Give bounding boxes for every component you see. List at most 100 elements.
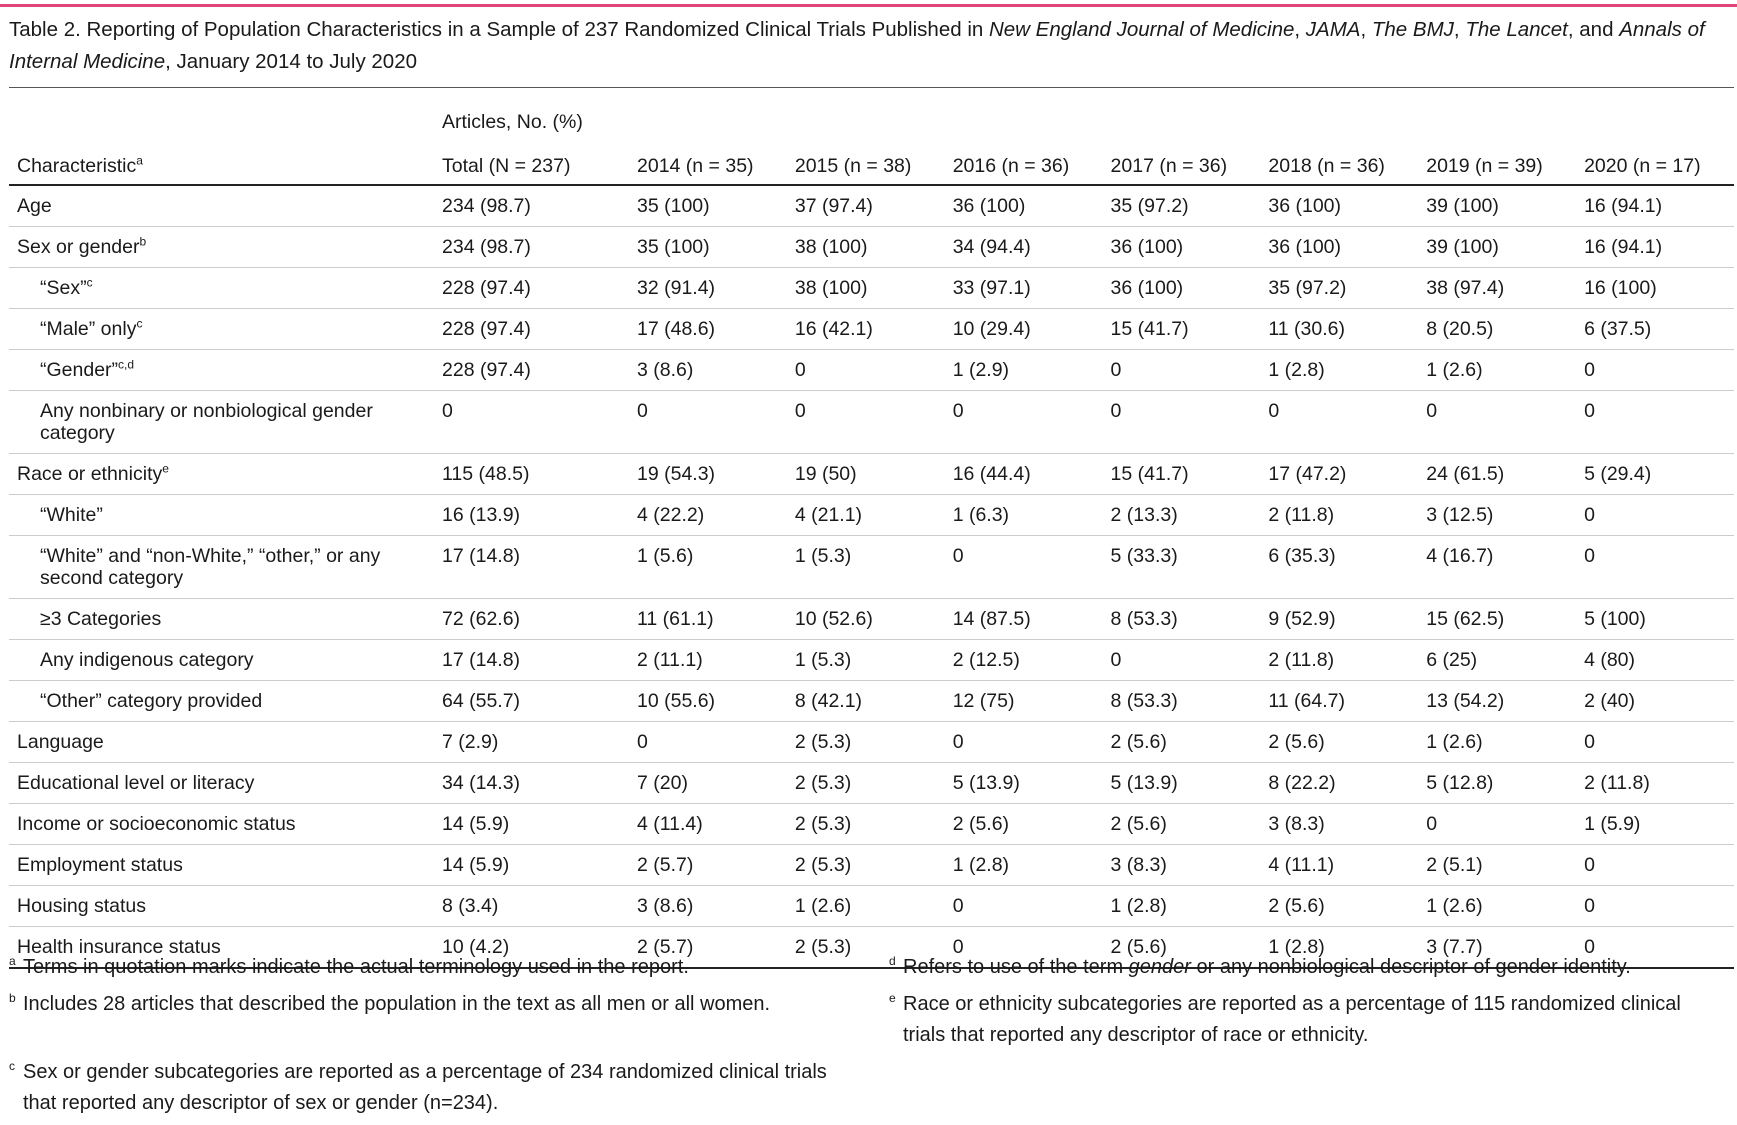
cell: 2 (40) [1584, 690, 1636, 712]
cell: 1 (5.3) [794, 545, 852, 567]
row-label-text: Any indigenous category [40, 649, 254, 671]
row-label-text: “White” [40, 504, 103, 526]
cell: 2 (5.6) [1110, 731, 1167, 753]
cell: 0 [637, 731, 648, 753]
cell: 6 (35.3) [1268, 545, 1336, 567]
cell: 64 (55.7) [442, 690, 521, 712]
cell: 0 [952, 895, 964, 917]
footnote-ref: e [162, 461, 169, 476]
cell: 3 (8.6) [637, 895, 694, 917]
cell: 0 [1110, 400, 1122, 422]
cell: 0 [442, 400, 453, 422]
table-row: Any indigenous category 17 (14.8) 2 (11.1)… [9, 640, 1734, 681]
cell: 5 (100) [1584, 608, 1646, 630]
title-part: Table 2. Reporting of Population Charact… [9, 18, 989, 41]
cell: 0 [637, 400, 648, 422]
cell: 0 [1584, 359, 1595, 381]
table-row: “Gender”c,d 228 (97.4) 3 (8.6) 0 1 (2.9) 0 1 (… [9, 350, 1734, 391]
cell: 17 (14.8) [442, 649, 521, 671]
cell: 9 (52.9) [1268, 608, 1336, 630]
cell: 0 [794, 359, 806, 381]
cell: 1 (5.6) [637, 545, 694, 567]
footnote-text-part: or any nonbiological descriptor of gende… [1190, 956, 1631, 978]
cell: 2 (5.3) [794, 772, 852, 794]
cell: 228 (97.4) [442, 277, 531, 299]
cell: 12 (75) [952, 690, 1015, 712]
row-label: Any indigenous category [9, 640, 434, 681]
cell: 1 (2.6) [1426, 359, 1483, 381]
cell: 4 (11.1) [1268, 854, 1335, 876]
cell: 0 [952, 545, 964, 567]
row-label: Educational level or literacy [9, 763, 434, 804]
title-part: Annals of Internal Medicine [9, 18, 1705, 73]
cell: 35 (100) [637, 236, 710, 258]
cell: 234 (98.7) [442, 195, 531, 217]
row-label: “Male” onlyc [9, 309, 434, 350]
cell: 4 (80) [1584, 649, 1636, 671]
cell: 2 (5.3) [794, 936, 852, 958]
table-row: Language 7 (2.9) 0 2 (5.3) 0 2 (5.6) 2 (5.6) 1 … [9, 722, 1734, 763]
cell: 35 (100) [637, 195, 710, 217]
cell: 0 [952, 400, 964, 422]
cell: 34 (14.3) [442, 772, 521, 794]
cell: 0 [1584, 504, 1595, 526]
cell: 15 (62.5) [1426, 608, 1505, 630]
cell: 11 (30.6) [1268, 318, 1345, 340]
cell: 32 (91.4) [637, 277, 716, 299]
row-label: ≥3 Categories [9, 599, 434, 640]
cell: 36 (100) [1268, 236, 1342, 258]
table-row: ≥3 Categories 72 (62.6) 11 (61.1) 10 (52.6)… [9, 599, 1734, 640]
row-label-text: Income or socioeconomic status [17, 813, 296, 835]
cell: 1 (2.8) [1110, 895, 1167, 917]
table-row: Income or socioeconomic status 14 (5.9) 4 … [9, 804, 1734, 845]
cell: 5 (13.9) [1110, 772, 1178, 794]
accent-bar [0, 4, 1737, 7]
footnote-text-part: gender [1128, 956, 1191, 978]
cell: 234 (98.7) [442, 236, 531, 258]
cell: 15 (41.7) [1110, 463, 1189, 485]
cell: 39 (100) [1426, 195, 1499, 217]
footnote-text: Sex or gender subcategories are reported… [23, 1061, 827, 1114]
header-row: Total (N = 237) 2014 (n = 35) 2015 (n = 38… [9, 140, 1734, 185]
footnote-text-part: Includes 28 articles that described the … [23, 993, 771, 1015]
footnote-ref: c [86, 275, 93, 290]
cell: 1 (2.6) [794, 895, 852, 917]
cell: 0 [1426, 400, 1438, 422]
cell: 2 (5.1) [1426, 854, 1483, 876]
cell: 16 (42.1) [794, 318, 873, 340]
cell: 2 (5.6) [1268, 731, 1325, 753]
cell: 0 [1426, 813, 1438, 835]
cell: 8 (42.1) [794, 690, 863, 712]
column-header: 2019 (n = 39) [1426, 155, 1543, 177]
row-label-text: “Other” category provided [40, 690, 263, 712]
row-label: Housing status [9, 886, 434, 927]
table-row: Race or ethnicitye 115 (48.5) 19 (54.3) 19 … [9, 454, 1734, 495]
cell: 115 (48.5) [442, 463, 530, 485]
row-label: “Other” category provided [9, 681, 434, 722]
row-label: Employment status [9, 845, 434, 886]
cell: 16 (94.1) [1584, 195, 1663, 217]
cell: 5 (29.4) [1584, 463, 1652, 485]
column-header: 2015 (n = 38) [794, 155, 912, 177]
table-body: Age 234 (98.7) 35 (100) 37 (97.4) 36 (100) 35… [9, 185, 1734, 968]
table-row: Age 234 (98.7) 35 (100) 37 (97.4) 36 (100) 35… [9, 185, 1734, 227]
title-part: The BMJ [1371, 18, 1454, 41]
cell: 3 (8.3) [1110, 854, 1167, 876]
footnote-text: Terms in quotation marks indicate the ac… [23, 956, 689, 978]
cell: 3 (8.3) [1268, 813, 1325, 835]
row-label: “Gender”c,d [9, 350, 434, 391]
cell: 4 (11.4) [637, 813, 703, 835]
table-row: “Other” category provided 64 (55.7) 10 (55… [9, 681, 1734, 722]
row-label-text: Health insurance status [17, 936, 221, 958]
cell: 14 (87.5) [952, 608, 1031, 630]
cell: 228 (97.4) [442, 359, 531, 381]
cell: 34 (94.4) [952, 236, 1031, 258]
cell: 17 (47.2) [1268, 463, 1347, 485]
cell: 35 (97.2) [1110, 195, 1189, 217]
cell: 0 [1584, 895, 1595, 917]
row-label-text: Educational level or literacy [17, 772, 255, 794]
table-row: Educational level or literacy 34 (14.3) 7 … [9, 763, 1734, 804]
footnote-text: Refers to use of the term gender or any … [903, 956, 1631, 978]
page: Table 2. Reporting of Population Charact… [0, 4, 1737, 1114]
cell: 1 (6.3) [952, 504, 1010, 526]
